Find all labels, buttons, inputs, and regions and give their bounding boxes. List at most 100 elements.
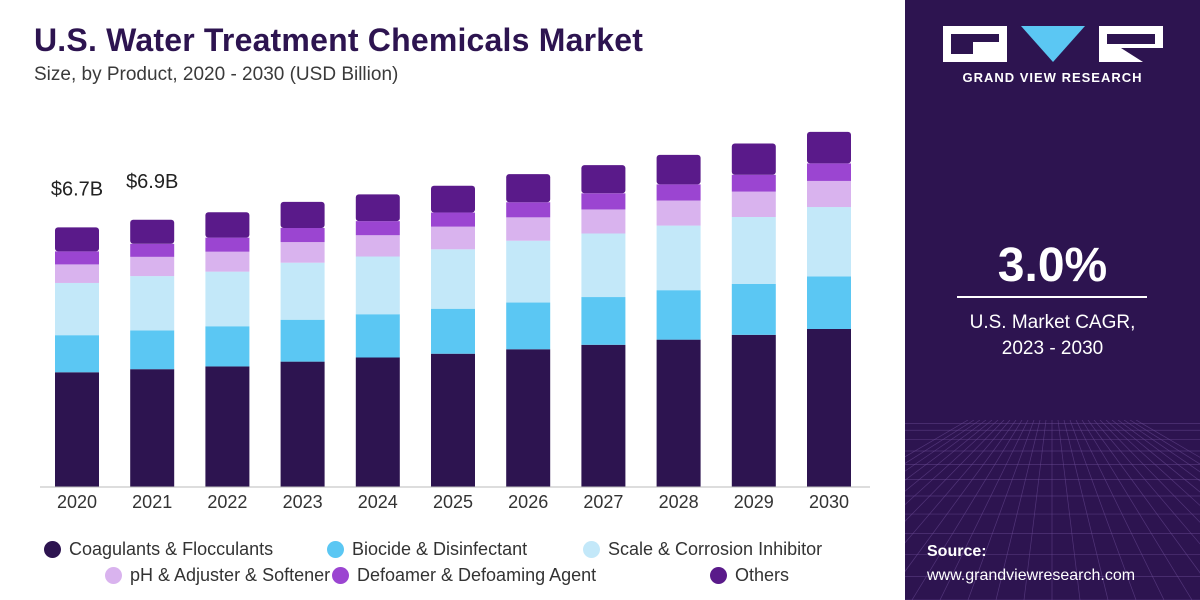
bar-segment — [731, 334, 776, 487]
bar-segment — [656, 225, 701, 291]
bar-segment — [656, 154, 701, 185]
legend-label: Biocide & Disinfectant — [352, 539, 528, 559]
legend-label: Coagulants & Flocculants — [69, 539, 274, 559]
bar-segment — [506, 349, 551, 487]
legend-swatch — [332, 567, 349, 584]
legend-item: Biocide & Disinfectant — [327, 539, 527, 560]
bar-segment — [355, 235, 400, 257]
bar-segment — [280, 201, 325, 229]
gvr-logo-icon — [943, 26, 1163, 62]
bar-segment — [431, 226, 475, 250]
bar-segment — [431, 249, 475, 309]
bar-segment — [506, 302, 551, 350]
bar-segment — [55, 264, 99, 283]
bar-segment — [506, 174, 551, 203]
bar-segment — [506, 240, 551, 303]
x-tick-label: 2030 — [809, 492, 849, 512]
bar-segment — [130, 276, 175, 331]
legend-item: pH & Adjuster & Softener — [105, 565, 330, 586]
cagr-label-line1: U.S. Market CAGR, — [969, 312, 1136, 333]
stacked-bar-chart: 2020 2021 2022 2023 2024 2025 2026 2027 2028 2029… — [40, 131, 870, 512]
data-label: $6.7B — [51, 178, 103, 200]
bar-segment — [55, 282, 99, 336]
bar-segment — [205, 251, 250, 272]
bar-segment — [506, 217, 551, 241]
bar-segment — [130, 243, 175, 257]
bar-segment — [280, 319, 325, 362]
decorative-grid — [905, 420, 1200, 600]
legend-swatch — [105, 567, 122, 584]
bar-segment — [130, 330, 175, 370]
cagr-value: 3.0% — [997, 239, 1108, 292]
bar-segment — [280, 361, 325, 487]
x-tick-label: 2026 — [508, 492, 548, 512]
legend-swatch — [583, 541, 600, 558]
bar-segment — [55, 372, 99, 487]
bar-segment — [581, 193, 626, 210]
legend-swatch — [327, 541, 344, 558]
bar-segment — [280, 262, 325, 320]
bar-segment — [355, 314, 400, 358]
brand-name: GRAND VIEW RESEARCH — [962, 70, 1143, 85]
x-tick-label: 2021 — [132, 492, 172, 512]
legend-item: Coagulants & Flocculants — [44, 539, 273, 560]
chart-title: U.S. Water Treatment Chemicals Market — [34, 22, 644, 58]
bar-segment — [205, 271, 250, 327]
bar-segment — [581, 165, 626, 194]
bar-segment — [731, 174, 776, 192]
bar-segment — [581, 209, 626, 234]
bar-segment — [431, 185, 475, 213]
chart-subtitle: Size, by Product, 2020 - 2030 (USD Billi… — [34, 64, 399, 85]
bar-segment — [355, 194, 400, 222]
bar-segment — [731, 143, 776, 175]
bar-segment — [130, 369, 175, 487]
divider — [957, 296, 1147, 298]
legend-swatch — [44, 541, 61, 558]
bar-segment — [55, 227, 99, 252]
bar-segment — [731, 191, 776, 218]
bar-segment — [807, 276, 851, 329]
bar-segment — [355, 256, 400, 315]
x-tick-label: 2022 — [207, 492, 247, 512]
bar-segment — [280, 228, 325, 243]
x-tick-label: 2024 — [358, 492, 398, 512]
bar-segment — [431, 308, 475, 354]
legend-swatch — [710, 567, 727, 584]
legend-item: Others — [710, 565, 789, 586]
x-tick-label: 2027 — [583, 492, 623, 512]
bar-segment — [656, 290, 701, 340]
bar-segment — [581, 297, 626, 345]
source-label: Source: — [927, 543, 987, 560]
legend-label: Defoamer & Defoaming Agent — [357, 565, 597, 585]
x-tick-label: 2028 — [659, 492, 699, 512]
bar-segment — [431, 212, 475, 227]
x-tick-label: 2023 — [283, 492, 323, 512]
info-sidebar: GRAND VIEW RESEARCH 3.0% U.S. Market CAG… — [905, 0, 1200, 600]
bar-segment — [130, 256, 175, 277]
bar-segment — [280, 242, 325, 263]
legend-label: Scale & Corrosion Inhibitor — [608, 539, 823, 559]
cagr-label: U.S. Market CAGR, 2023 - 2030 — [905, 310, 1200, 362]
bar-segment — [205, 326, 250, 367]
legend-item: Defoamer & Defoaming Agent — [332, 565, 596, 586]
bar-segment — [581, 233, 626, 298]
bar-segment — [205, 366, 250, 487]
cagr-label-line2: 2023 - 2030 — [1001, 338, 1104, 359]
bar-segment — [731, 283, 776, 335]
legend-label: pH & Adjuster & Softener — [130, 565, 331, 585]
bar-segment — [807, 163, 851, 181]
bar-segment — [205, 237, 250, 252]
bar-segment — [355, 357, 400, 487]
bar-segment — [55, 335, 99, 373]
bar-segment — [731, 217, 776, 284]
bar-segment — [656, 184, 701, 201]
chart-panel: U.S. Water Treatment Chemicals Market Si… — [0, 22, 905, 595]
bar-segment — [130, 219, 175, 244]
bar-segment — [807, 328, 851, 487]
bar-segment — [656, 200, 701, 226]
bar-segment — [807, 207, 851, 277]
bar-segment — [355, 221, 400, 236]
legend-label: Others — [735, 565, 790, 585]
chart-legend: Coagulants & Flocculants Biocide & Disinf… — [0, 535, 905, 595]
bar-segment — [807, 180, 851, 208]
